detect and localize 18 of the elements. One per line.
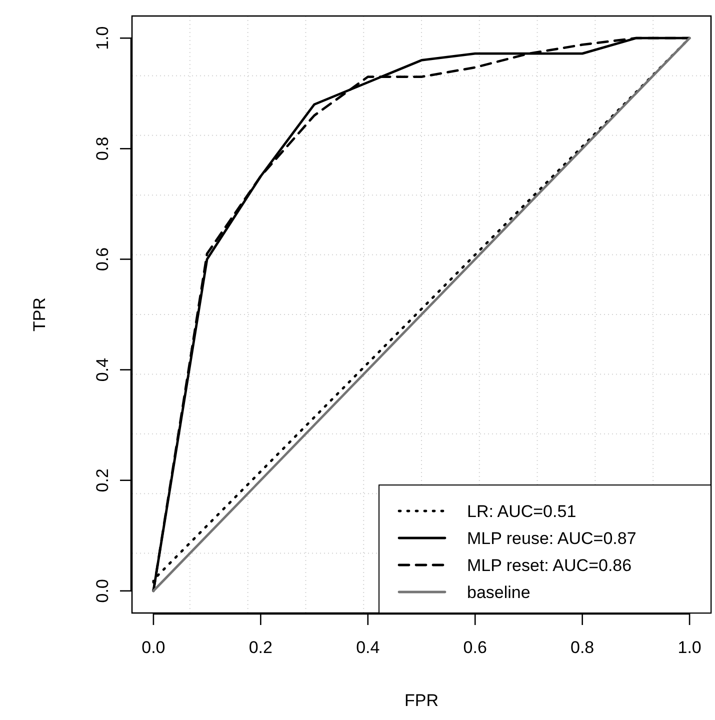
y-tick-label: 0.4 — [93, 358, 112, 382]
y-tick-label: 0.0 — [93, 579, 112, 603]
x-tick-label: 1.0 — [678, 638, 702, 657]
legend-label: LR: AUC=0.51 — [467, 502, 576, 521]
y-tick-label: 1.0 — [93, 26, 112, 50]
y-tick-label: 0.8 — [93, 136, 112, 160]
x-tick-label: 0.8 — [570, 638, 594, 657]
x-tick-label: 0.0 — [142, 638, 166, 657]
legend-label: baseline — [467, 583, 530, 602]
legend-label: MLP reset: AUC=0.86 — [467, 556, 632, 575]
x-tick-label: 0.4 — [356, 638, 380, 657]
y-tick-label: 0.6 — [93, 247, 112, 272]
x-axis-title: FPR — [404, 691, 438, 710]
x-tick-label: 0.6 — [463, 638, 487, 657]
y-axis-title: TPR — [30, 298, 49, 332]
x-tick-label: 0.2 — [248, 638, 272, 657]
legend-label: MLP reuse: AUC=0.87 — [467, 529, 636, 548]
y-tick-label: 0.2 — [93, 468, 112, 492]
